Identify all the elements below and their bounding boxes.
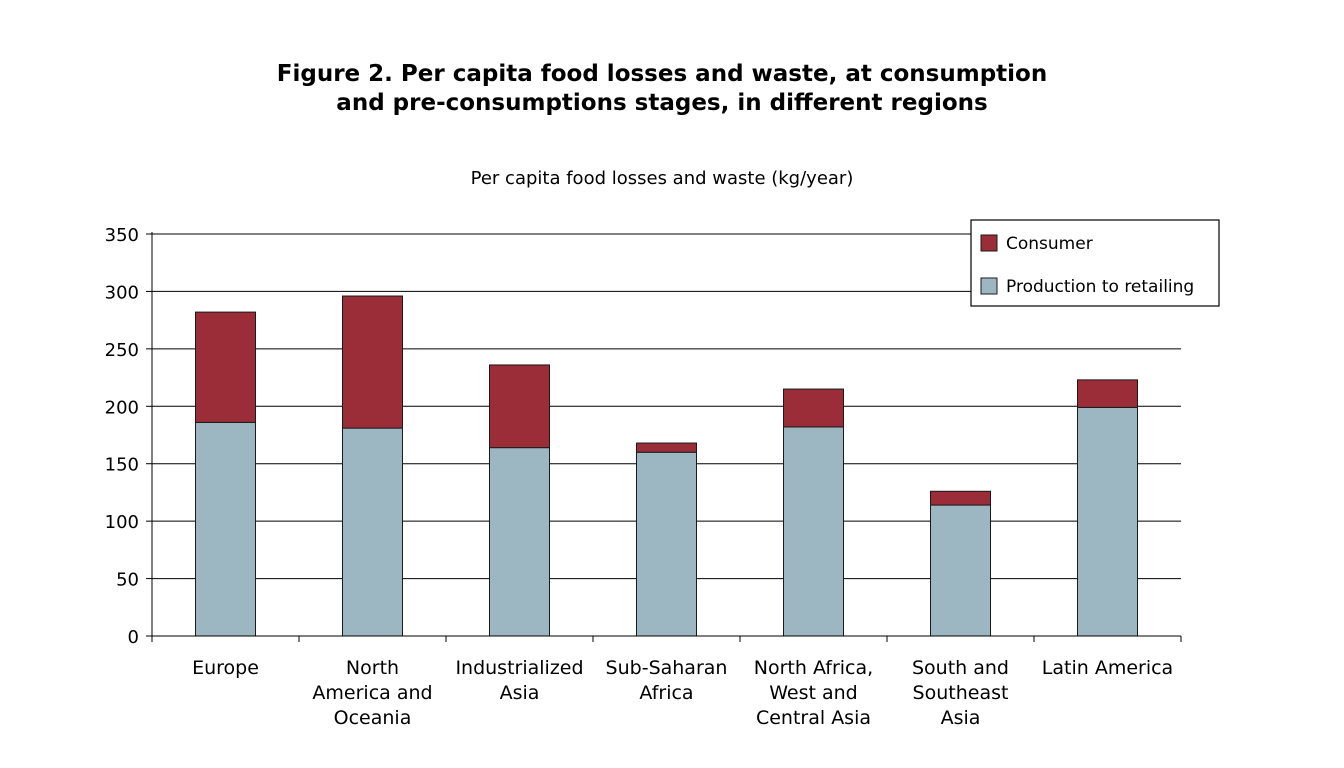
legend-box	[970, 219, 1220, 307]
x-tick-label: Industrialized Asia	[455, 657, 583, 704]
axes: 0 50 100 150 200 250 300 350 Europe North America …	[105, 225, 1182, 729]
chart-title: Per capita food losses and waste (kg/yea…	[470, 168, 854, 189]
x-tick-label: Latin America	[1042, 657, 1173, 679]
bar-production-to-retailing	[1077, 406, 1138, 637]
bar-consumer	[783, 388, 844, 428]
bar-consumer	[342, 295, 403, 429]
legend: Consumer Production to retailing	[970, 219, 1220, 307]
y-tick-label: 0	[128, 627, 139, 648]
y-tick-label: 200	[105, 397, 139, 418]
x-tick-label: Sub-Saharan Africa	[606, 657, 728, 704]
x-tick-label: North Africa, West and Central Asia	[754, 657, 873, 729]
figure-title-line-1: Figure 2. Per capita food losses and was…	[276, 61, 1048, 87]
y-tick-label: 50	[116, 570, 139, 591]
y-tick-label: 350	[105, 225, 139, 246]
bar-production-to-retailing	[342, 427, 403, 637]
y-tick-label: 150	[105, 455, 139, 476]
y-tick-label: 250	[105, 340, 139, 361]
bars	[195, 295, 1138, 637]
bar-production-to-retailing	[930, 504, 991, 637]
legend-label: Production to retailing	[1006, 277, 1194, 297]
bar-consumer	[930, 490, 991, 506]
bar-production-to-retailing	[489, 447, 550, 637]
bar-consumer	[489, 364, 550, 449]
y-tick-label: 300	[105, 282, 139, 303]
legend-swatch	[980, 277, 998, 295]
legend-swatch	[980, 234, 998, 252]
bar-production-to-retailing	[783, 426, 844, 637]
y-tick-label: 100	[105, 512, 139, 533]
bar-production-to-retailing	[636, 451, 697, 637]
x-tick-label: North America and Oceania	[312, 657, 432, 729]
bar-consumer	[636, 442, 697, 453]
legend-label: Consumer	[1006, 234, 1093, 254]
bar-consumer	[1077, 379, 1138, 408]
bar-production-to-retailing	[195, 421, 256, 637]
x-tick-label: South and Southeast Asia	[912, 657, 1009, 729]
figure-title-line-2: and pre-consumptions stages, in differen…	[336, 90, 988, 116]
x-tick-label: Europe	[192, 657, 259, 679]
bar-consumer	[195, 311, 256, 423]
